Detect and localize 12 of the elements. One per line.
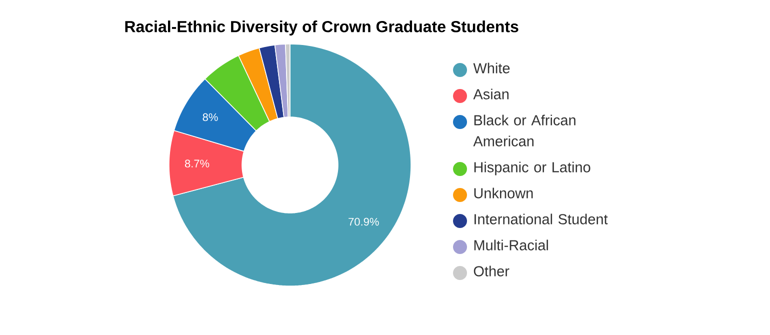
chart-title: Racial-Ethnic Diversity of Crown Graduate Students [125,20,518,36]
legend-label: Multi-Racial [474,240,548,250]
legend-label: Other [474,266,510,276]
legend-label: Asian [473,88,509,100]
legend-label: Black or African American [473,114,576,146]
legend-label: Hispanic or Latino [474,162,590,176]
legend-label: International Student [474,214,608,224]
legend-label: Unknown [474,188,533,198]
legend-label: White [473,62,510,74]
data-label: 70.9% [348,218,379,226]
data-label: 8.7% [184,160,210,168]
data-label: 8% [202,113,218,122]
